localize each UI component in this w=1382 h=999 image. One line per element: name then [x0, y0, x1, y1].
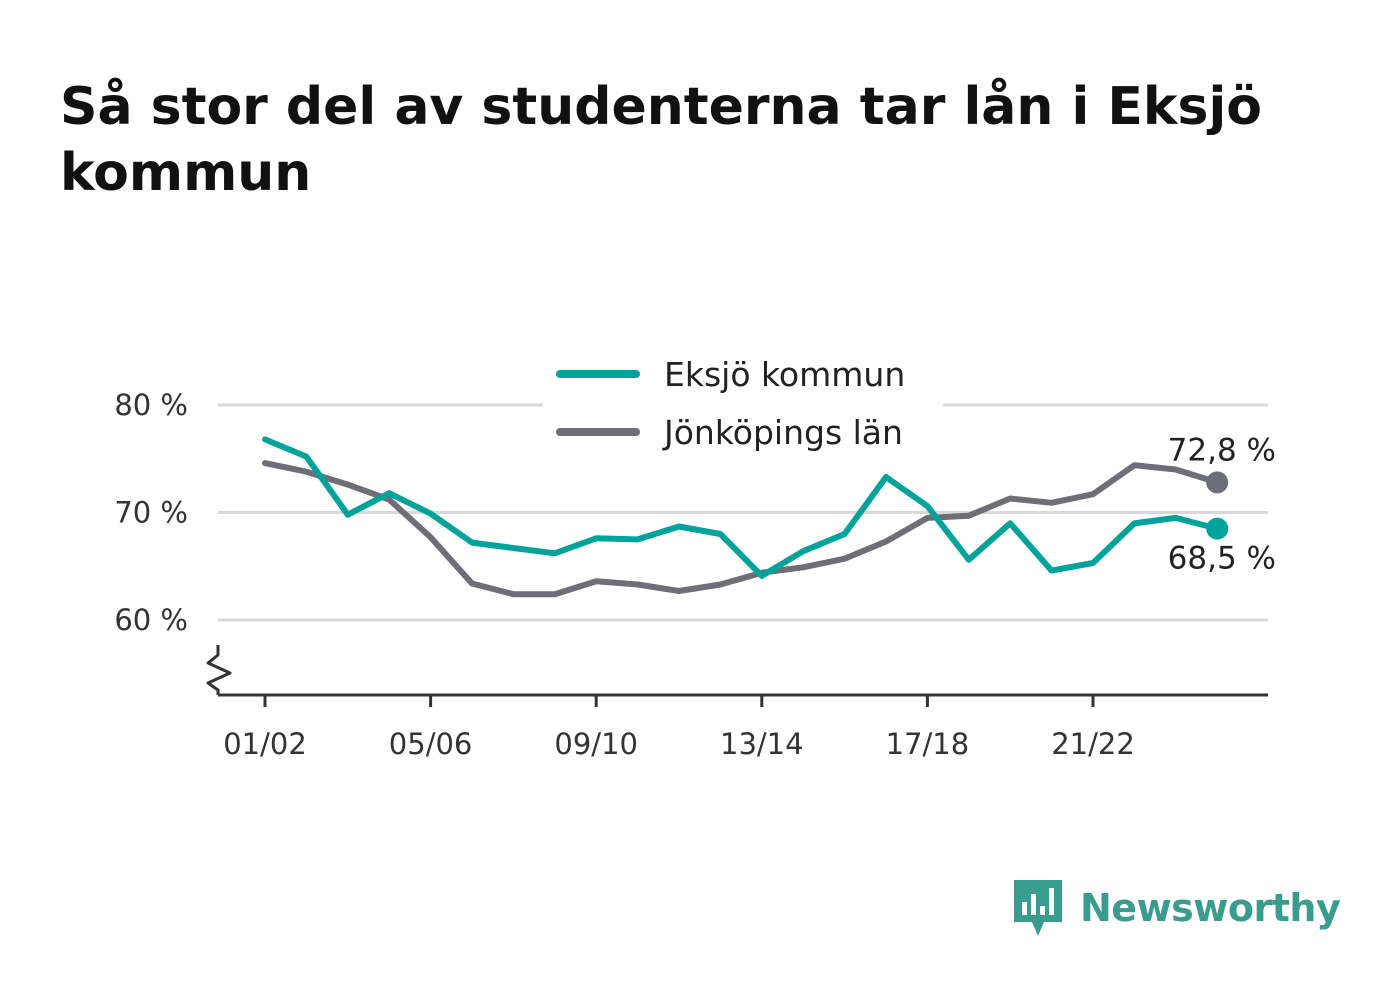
legend: Eksjö kommun Jönköpings län — [543, 350, 943, 468]
y-axis-tick-labels: 60 % 70 % 80 % — [114, 388, 188, 637]
y-tick-label: 80 % — [114, 388, 188, 422]
x-axis — [206, 645, 1268, 707]
x-tick-label: 05/06 — [389, 727, 473, 761]
series-end-point — [1206, 517, 1229, 540]
newsworthy-logo-icon — [1014, 880, 1062, 936]
series-end-point — [1206, 471, 1229, 494]
x-tick-label: 01/02 — [223, 727, 307, 761]
x-tick-label: 21/22 — [1051, 727, 1135, 761]
x-axis-tick-labels: 01/02 05/06 09/10 13/14 17/18 21/22 — [223, 727, 1135, 761]
legend-entry-label: Eksjö kommun — [664, 355, 905, 394]
x-tick-label: 09/10 — [554, 727, 638, 761]
series-line-1 — [262, 460, 1221, 598]
series-end-label: 68,5 % — [1168, 541, 1276, 577]
y-tick-label: 60 % — [114, 603, 188, 637]
x-tick-label: 13/14 — [720, 727, 804, 761]
x-tick-label: 17/18 — [886, 727, 970, 761]
series-line-0 — [262, 436, 1221, 579]
series-lines — [262, 436, 1221, 598]
chart-title: Så stor del av studenterna tar lån i Eks… — [60, 77, 1263, 203]
y-tick-label: 70 % — [114, 496, 188, 530]
brand-name: Newsworthy — [1080, 886, 1341, 930]
series-end-markers: 68,5 % 72,8 % — [1168, 432, 1276, 576]
series-end-label: 72,8 % — [1168, 432, 1276, 468]
newsworthy-brand: Newsworthy — [1010, 878, 1341, 938]
legend-entry-label: Jönköpings län — [662, 413, 903, 452]
legend-background — [543, 350, 943, 468]
axis-break-icon — [206, 645, 232, 695]
